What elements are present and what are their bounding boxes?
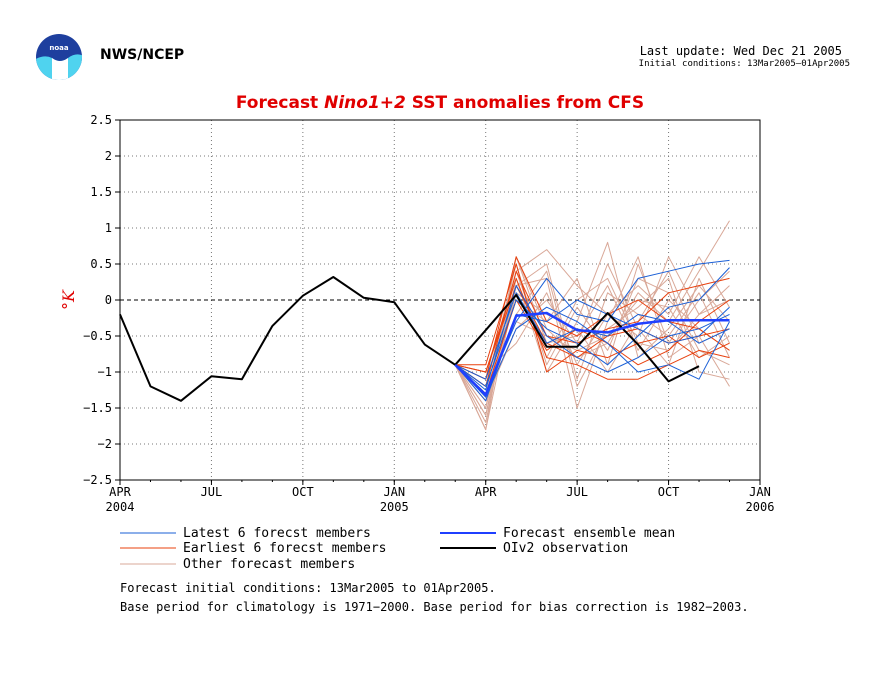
chart-title: Forecast Nino1+2 SST anomalies from CFS (236, 93, 644, 113)
legend-label: Other forecast members (183, 557, 355, 572)
plot-frame (119, 119, 761, 481)
other-member-line (454, 263, 730, 380)
x-tick-label-year: 2006 (746, 500, 775, 514)
y-tick-label: 2.5 (90, 113, 112, 127)
y-tick-label: 0 (105, 293, 112, 307)
footer-line-1: Forecast initial conditions: 13Mar2005 t… (120, 581, 496, 595)
x-tick-label: JAN (383, 485, 405, 499)
legend-label: OIv2 observation (503, 541, 628, 556)
legend-label: Earliest 6 forecst members (183, 541, 387, 556)
y-tick-label: −1 (98, 365, 112, 379)
earliest-member-line (455, 277, 730, 380)
x-tick-label: APR (475, 485, 497, 499)
earliest-member-line (454, 256, 730, 380)
observation-line (119, 276, 700, 402)
x-tick-label-year: 2005 (380, 500, 409, 514)
latest-member-line (454, 267, 730, 387)
initial-conditions: Initial conditions: 13Mar2005–01Apr2005 (638, 59, 850, 69)
y-tick-label: 0.5 (90, 257, 112, 271)
legend-label: Forecast ensemble mean (503, 526, 675, 541)
x-tick-label-year: 2004 (106, 500, 135, 514)
y-tick-label: −2.5 (83, 473, 112, 487)
x-tick-label: APR (109, 485, 131, 499)
svg-text:noaa: noaa (49, 44, 69, 52)
y-tick-label: 1.5 (90, 185, 112, 199)
x-tick-label: OCT (658, 485, 680, 499)
x-tick-label: OCT (292, 485, 314, 499)
earliest-member-line (454, 299, 730, 395)
y-tick-label: −2 (98, 437, 112, 451)
legend-label: Latest 6 forecst members (183, 526, 371, 541)
y-tick-label: −1.5 (83, 401, 112, 415)
y-tick-label: 1 (105, 221, 112, 235)
x-tick-label: JUL (201, 485, 223, 499)
x-tick-label: JUL (566, 485, 588, 499)
org-label: NWS/NCEP (100, 47, 185, 63)
y-tick-label: 2 (105, 149, 112, 163)
footer-line-2: Base period for climatology is 1971−2000… (120, 600, 749, 614)
y-tick-label: −0.5 (83, 329, 112, 343)
ensemble-mean-line (454, 311, 730, 397)
y-axis-label: °K (59, 289, 78, 310)
noaa-logo: noaa (36, 34, 82, 80)
last-update: Last update: Wed Dec 21 2005 (639, 44, 842, 58)
x-tick-label: JAN (749, 485, 771, 499)
